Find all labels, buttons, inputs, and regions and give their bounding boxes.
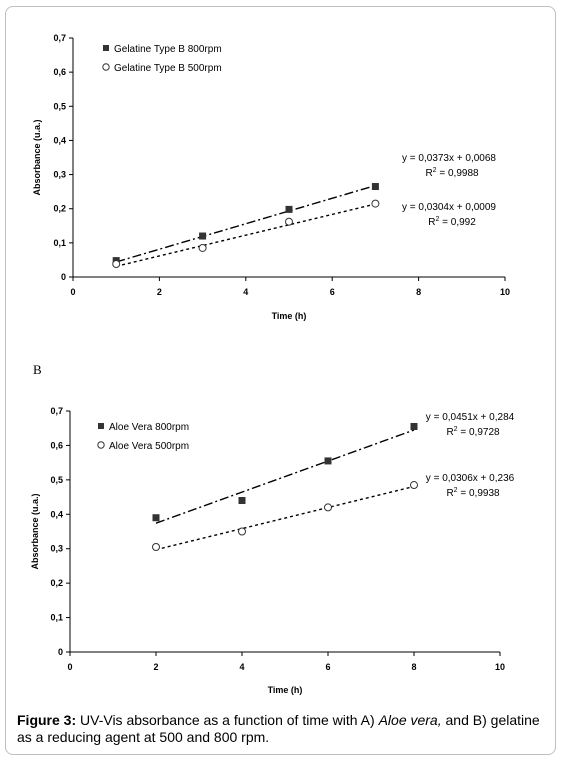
data-point-circle xyxy=(285,217,293,226)
trendline-equation: y = 0,0304x + 0,0009 xyxy=(402,202,496,213)
panel-letter: B xyxy=(33,362,42,377)
data-point-square xyxy=(238,497,246,505)
y-tick-label: 0,1 xyxy=(50,613,63,623)
data-point-square xyxy=(371,183,379,191)
data-point-square xyxy=(285,205,293,213)
x-tick-label: 2 xyxy=(157,287,162,297)
data-point-square xyxy=(199,232,207,240)
y-tick-label: 0,4 xyxy=(50,509,63,519)
trendline xyxy=(116,184,376,263)
y-tick-label: 0,3 xyxy=(50,544,63,554)
trendline xyxy=(116,203,376,267)
y-tick-label: 0,4 xyxy=(53,135,66,145)
legend-marker-circle xyxy=(97,441,105,449)
x-tick-label: 8 xyxy=(416,287,421,297)
y-tick-label: 0 xyxy=(58,647,63,657)
data-point-square xyxy=(410,422,418,430)
legend-marker-square xyxy=(98,423,104,429)
y-tick-label: 0,3 xyxy=(53,170,66,180)
trendline-r2: R2 = 0,9728 xyxy=(446,426,500,438)
x-tick-label: 0 xyxy=(67,662,72,672)
x-axis-title: Time (h) xyxy=(268,685,303,695)
x-tick-label: 10 xyxy=(500,287,510,297)
figure-caption: Figure 3: UV-Vis absorbance as a functio… xyxy=(17,712,547,746)
y-tick-label: 0,1 xyxy=(53,238,66,248)
x-tick-label: 4 xyxy=(243,287,248,297)
y-tick-label: 0,6 xyxy=(53,67,66,77)
y-tick-label: 0 xyxy=(61,272,66,282)
y-tick-label: 0,7 xyxy=(53,33,66,43)
legend-label: Gelatine Type B 800rpm xyxy=(114,44,222,55)
data-point-circle xyxy=(324,503,332,512)
trendline-r2: R2 = 0,9938 xyxy=(446,487,500,499)
y-tick-label: 0,5 xyxy=(53,101,66,111)
trendline-equation: y = 0,0451x + 0,284 xyxy=(426,412,515,423)
legend-label: Aloe Vera 800rpm xyxy=(109,422,189,433)
data-point-circle xyxy=(198,243,207,252)
trendline-equation: y = 0,0373x + 0,0068 xyxy=(402,153,496,164)
y-tick-label: 0,2 xyxy=(50,578,63,588)
legend-marker-square xyxy=(103,45,109,51)
x-axis-title: Time (h) xyxy=(272,311,307,321)
caption-label: Figure 3: xyxy=(17,712,77,728)
caption-italic: Aloe vera, xyxy=(378,712,442,728)
caption-text-after: and B) gelatine as a reducing agent at 5… xyxy=(17,712,540,745)
x-tick-label: 4 xyxy=(239,662,244,672)
data-point-circle xyxy=(371,199,380,208)
data-point-circle xyxy=(112,260,121,269)
x-tick-label: 6 xyxy=(325,662,330,672)
x-tick-label: 2 xyxy=(153,662,158,672)
y-axis-title: Absorbance (u.a.) xyxy=(32,119,42,195)
data-point-square xyxy=(152,514,160,522)
y-tick-label: 0,6 xyxy=(50,440,63,450)
trendline xyxy=(155,485,415,551)
trendline-equation: y = 0,0306x + 0,236 xyxy=(426,473,515,484)
data-point-circle xyxy=(152,542,160,551)
y-tick-label: 0,2 xyxy=(53,204,66,214)
y-axis-title: Absorbance (u.a.) xyxy=(30,493,40,569)
legend-label: Gelatine Type B 500rpm xyxy=(114,63,222,74)
y-tick-label: 0,7 xyxy=(50,406,63,416)
legend-label: Aloe Vera 500rpm xyxy=(109,441,189,452)
trendline xyxy=(155,429,415,524)
x-tick-label: 8 xyxy=(411,662,416,672)
trendline-r2: R2 = 0,992 xyxy=(428,216,476,228)
data-point-circle xyxy=(238,527,246,536)
data-point-circle xyxy=(410,481,418,490)
x-tick-label: 10 xyxy=(495,662,505,672)
y-tick-label: 0,5 xyxy=(50,475,63,485)
x-tick-label: 6 xyxy=(330,287,335,297)
caption-text-before: UV-Vis absorbance as a function of time … xyxy=(76,712,379,728)
trendline-r2: R2 = 0,9988 xyxy=(425,167,479,179)
data-point-square xyxy=(324,457,332,465)
legend-marker-circle xyxy=(102,63,110,71)
figure-frame xyxy=(5,6,556,755)
x-tick-label: 0 xyxy=(70,287,75,297)
